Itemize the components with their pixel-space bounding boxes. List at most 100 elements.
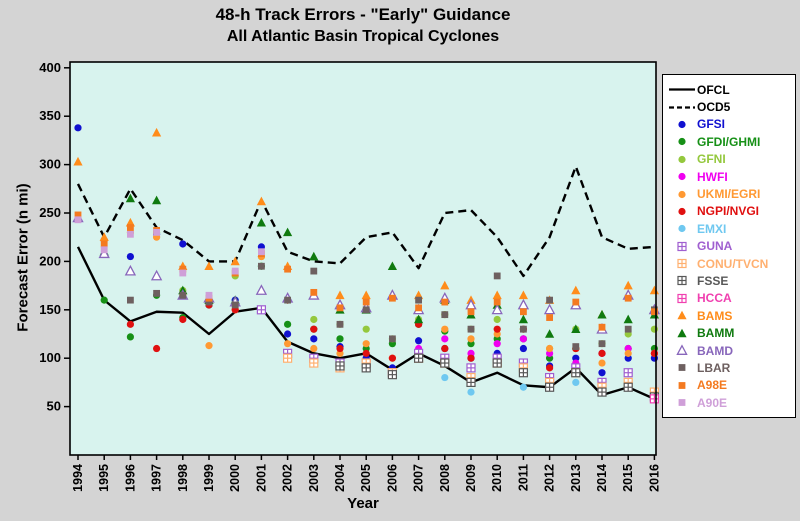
x-tick-label: 2014 xyxy=(595,464,609,492)
data-point xyxy=(650,325,659,333)
legend-square-plus-icon xyxy=(667,240,697,253)
y-tick-label: 50 xyxy=(47,399,61,414)
data-point xyxy=(179,315,187,324)
legend-item-NGPI/NVGI: NGPI/NVGI xyxy=(667,203,793,220)
legend-square-icon xyxy=(667,379,697,392)
data-point xyxy=(493,340,501,348)
data-point xyxy=(362,340,370,348)
data-point xyxy=(153,344,161,353)
data-point xyxy=(572,343,580,350)
legend-label: BAMS xyxy=(697,308,733,323)
legend-item-GFNI: GFNI xyxy=(667,151,793,168)
x-tick-label: 2009 xyxy=(464,464,478,492)
series-HCCA xyxy=(649,394,660,404)
legend-label: GFDI/GHMI xyxy=(697,134,761,149)
data-point xyxy=(256,196,266,206)
x-tick-label: 1994 xyxy=(71,464,85,492)
series-FSSE xyxy=(335,353,660,402)
legend-marker-glyph xyxy=(678,155,686,163)
data-point xyxy=(387,261,397,271)
legend-marker-glyph xyxy=(678,225,686,233)
data-point xyxy=(335,290,345,300)
legend-circle-icon xyxy=(667,153,697,166)
legend-item-GFSI: GFSI xyxy=(667,116,793,133)
legend-circle-icon xyxy=(667,222,697,235)
data-point xyxy=(362,306,370,314)
data-point xyxy=(572,298,580,306)
legend-marker-glyph xyxy=(678,173,686,181)
data-point xyxy=(258,248,265,256)
data-point xyxy=(441,335,449,343)
series-LBAR xyxy=(127,262,658,350)
data-point xyxy=(650,349,659,357)
legend-marker-glyph xyxy=(677,258,687,269)
data-point xyxy=(256,217,266,227)
series-line-OCD5 xyxy=(76,165,655,278)
data-point xyxy=(492,290,502,300)
data-point xyxy=(493,272,501,280)
data-point xyxy=(284,265,291,273)
data-point xyxy=(624,349,632,357)
legend-label: GUNA xyxy=(697,239,733,254)
legend-label: UKMI/EGRI xyxy=(697,187,761,202)
data-point xyxy=(126,333,134,341)
legend-item-GFDI/GHMI: GFDI/GHMI xyxy=(667,133,793,150)
data-point xyxy=(362,325,370,333)
data-point xyxy=(310,325,318,333)
legend: OFCL OCD5 GFSI GFDI/GHMI GFNI HWFI UKMI/EGRI NG… xyxy=(662,74,796,419)
legend-marker-glyph xyxy=(678,138,686,146)
data-point xyxy=(598,359,606,367)
x-tick-label: 1997 xyxy=(150,464,164,492)
data-point xyxy=(179,265,187,273)
data-point xyxy=(205,291,213,299)
x-tick-label: 2001 xyxy=(254,464,268,492)
legend-label: GFSI xyxy=(697,117,726,132)
legend-item-BAMD: BAMD xyxy=(667,342,793,359)
x-axis-label: Year xyxy=(347,495,379,512)
plot-background xyxy=(70,62,656,455)
x-tick-label: 2000 xyxy=(228,464,242,492)
data-point xyxy=(284,296,291,304)
data-point xyxy=(389,294,396,302)
legend-label: A98E xyxy=(697,378,728,393)
data-point xyxy=(126,252,134,261)
legend-square-plus-icon xyxy=(667,257,697,270)
data-point xyxy=(571,324,581,333)
legend-item-UKMI/EGRI: UKMI/EGRI xyxy=(667,185,793,202)
x-tick-label: 2011 xyxy=(516,464,530,491)
data-point xyxy=(127,224,134,231)
data-point xyxy=(467,354,475,362)
data-point xyxy=(124,264,137,276)
data-point xyxy=(152,195,162,205)
data-point xyxy=(493,298,501,306)
legend-triangle-open-icon xyxy=(667,344,697,357)
data-point xyxy=(441,344,449,353)
data-point xyxy=(310,288,318,296)
data-point xyxy=(571,285,581,295)
data-point xyxy=(678,399,686,407)
legend-item-BAMM: BAMM xyxy=(667,324,793,341)
data-point xyxy=(467,308,475,316)
legend-square-icon xyxy=(667,396,697,409)
data-point xyxy=(597,309,607,319)
data-point xyxy=(678,225,686,233)
data-point xyxy=(624,325,632,333)
data-point xyxy=(518,290,528,300)
data-point xyxy=(546,364,554,372)
data-point xyxy=(520,308,527,316)
data-point xyxy=(127,230,134,238)
x-tick-label: 1995 xyxy=(97,464,111,492)
x-tick-label: 1999 xyxy=(202,464,216,492)
data-point xyxy=(441,373,449,382)
data-point xyxy=(336,320,344,328)
data-point xyxy=(310,267,318,275)
data-point xyxy=(493,325,501,333)
data-point xyxy=(678,155,686,163)
x-tick-label: 2002 xyxy=(281,464,295,492)
data-point xyxy=(255,284,268,295)
legend-item-GUNA: GUNA xyxy=(667,238,793,255)
data-point xyxy=(467,325,475,333)
data-point xyxy=(309,251,319,261)
